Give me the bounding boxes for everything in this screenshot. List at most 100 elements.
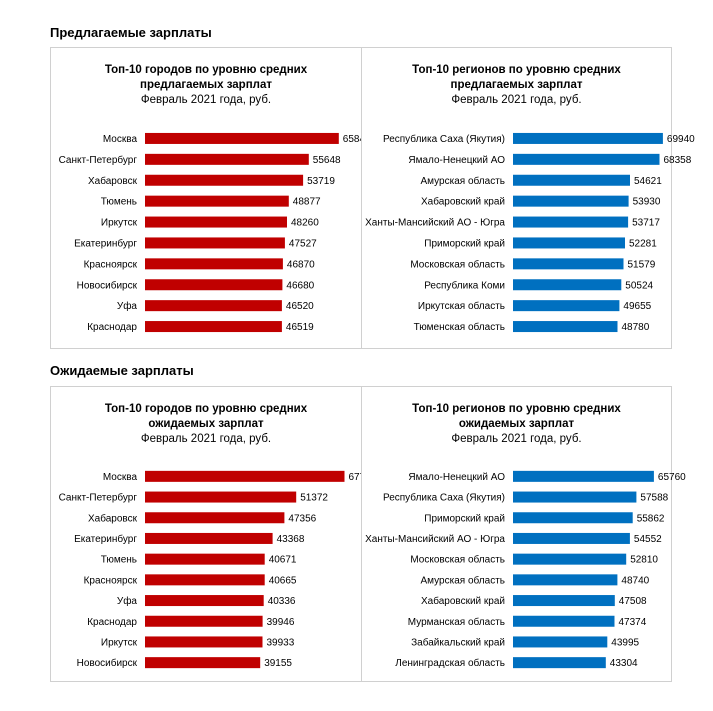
value-label: 68358 bbox=[664, 155, 692, 166]
bar bbox=[513, 532, 630, 544]
bar bbox=[145, 300, 282, 312]
category-label: Республика Саха (Якутия) bbox=[383, 492, 505, 504]
value-label: 51579 bbox=[628, 259, 656, 270]
bar bbox=[513, 321, 618, 333]
category-label: Москва bbox=[103, 472, 138, 483]
chart-title-line2: предлагаемых зарплат bbox=[450, 79, 583, 91]
value-label: 54621 bbox=[634, 176, 662, 187]
bar bbox=[513, 237, 625, 249]
category-label: Екатеринбург bbox=[74, 237, 137, 249]
value-label: 48740 bbox=[621, 575, 649, 586]
category-label: Московская область bbox=[410, 258, 505, 270]
category-label: Ямало-Ненецкий АО bbox=[408, 472, 505, 483]
bar bbox=[145, 195, 289, 207]
value-label: 40671 bbox=[269, 555, 297, 566]
category-label: Тюменская область bbox=[414, 321, 505, 333]
bar bbox=[145, 258, 283, 270]
value-label: 46519 bbox=[286, 322, 314, 333]
value-label: 49655 bbox=[623, 301, 651, 312]
value-label: 39933 bbox=[267, 637, 295, 648]
category-label: Республика Саха (Якутия) bbox=[383, 133, 505, 145]
category-label: Санкт-Петербург bbox=[59, 492, 138, 504]
category-label: Уфа bbox=[117, 300, 138, 312]
bar bbox=[145, 237, 285, 249]
bar bbox=[145, 470, 345, 482]
category-label: Приморский край bbox=[424, 238, 505, 249]
category-label: Красноярск bbox=[84, 575, 138, 586]
chart-subtitle: Февраль 2021 года, руб. bbox=[140, 94, 272, 106]
category-label: Новосибирск bbox=[77, 279, 138, 291]
value-label: 46870 bbox=[287, 259, 315, 270]
category-label: Санкт-Петербург bbox=[59, 154, 138, 166]
bar bbox=[145, 615, 263, 627]
category-label: Амурская область bbox=[421, 574, 505, 586]
value-label: 46680 bbox=[286, 280, 314, 291]
category-label: Ханты-Мансийский АО - Югра bbox=[365, 534, 505, 545]
value-label: 40665 bbox=[269, 575, 297, 586]
category-label: Ямало-Ненецкий АО bbox=[408, 155, 505, 166]
bar bbox=[145, 174, 304, 186]
value-label: 54552 bbox=[634, 534, 662, 545]
bar bbox=[513, 300, 620, 312]
section-title-offered: Предлагаемые зарплаты bbox=[50, 25, 212, 40]
chart-title-line1: Топ-10 регионов по уровню средних bbox=[412, 64, 621, 76]
bar bbox=[513, 615, 615, 627]
chart-title-line1: Топ-10 городов по уровню средних bbox=[104, 403, 308, 415]
bar bbox=[513, 657, 606, 669]
category-label: Республика Коми bbox=[424, 279, 505, 291]
category-label: Екатеринбург bbox=[74, 533, 137, 545]
value-label: 40336 bbox=[268, 596, 296, 607]
value-label: 69940 bbox=[667, 134, 695, 145]
category-label: Иркутская область bbox=[418, 300, 505, 312]
bar bbox=[513, 470, 654, 482]
bar bbox=[145, 595, 264, 607]
category-label: Ленинградская область bbox=[395, 657, 505, 669]
chart-panel-expected-regions: Топ-10 регионов по уровню средних ожидае… bbox=[361, 386, 686, 682]
chart-title-line2: ожидаемых зарплат bbox=[148, 418, 264, 430]
category-label: Уфа bbox=[117, 595, 138, 607]
value-label: 51372 bbox=[300, 493, 328, 504]
value-label: 53719 bbox=[307, 176, 335, 187]
category-label: Иркутск bbox=[101, 637, 138, 648]
category-label: Иркутск bbox=[101, 218, 138, 229]
category-label: Амурская область bbox=[421, 175, 505, 187]
value-label: 47527 bbox=[289, 238, 317, 249]
value-label: 39155 bbox=[264, 658, 292, 669]
chart-panel-offered-regions: Топ-10 регионов по уровню средних предла… bbox=[361, 47, 695, 349]
bar bbox=[513, 279, 622, 291]
bar bbox=[513, 195, 629, 207]
bar bbox=[145, 321, 282, 333]
chart-title-line1: Топ-10 регионов по уровню средних bbox=[412, 403, 621, 415]
value-label: 43995 bbox=[611, 637, 639, 648]
value-label: 48260 bbox=[291, 218, 319, 229]
chart-subtitle: Февраль 2021 года, руб. bbox=[451, 433, 582, 445]
value-label: 55862 bbox=[637, 513, 665, 524]
chart-title-line2: предлагаемых зарплат bbox=[140, 79, 272, 91]
category-label: Приморский край bbox=[424, 513, 505, 524]
bar bbox=[513, 491, 637, 503]
chart-subtitle: Февраль 2021 года, руб. bbox=[451, 94, 582, 106]
chart-title: Топ-10 регионов по уровню средних предла… bbox=[362, 63, 671, 108]
chart-panel-expected-cities: Топ-10 городов по уровню средних ожидаем… bbox=[50, 386, 377, 682]
value-label: 47374 bbox=[619, 617, 647, 628]
bar bbox=[513, 574, 618, 586]
bar bbox=[145, 512, 285, 524]
bar bbox=[145, 636, 263, 648]
chart-panel-offered-cities: Топ-10 городов по уровню средних предлаг… bbox=[50, 47, 371, 349]
category-label: Тюмень bbox=[101, 555, 137, 566]
category-label: Красноярск bbox=[84, 259, 138, 270]
value-label: 52281 bbox=[629, 238, 657, 249]
chart-title-line2: ожидаемых зарплат bbox=[458, 418, 575, 430]
chart-subtitle: Февраль 2021 года, руб. bbox=[140, 433, 272, 445]
bar bbox=[145, 216, 287, 228]
bar bbox=[513, 258, 624, 270]
category-label: Мурманская область bbox=[408, 616, 505, 628]
category-label: Хабаровский край bbox=[421, 196, 505, 208]
category-label: Хабаровск bbox=[88, 175, 138, 187]
value-label: 46520 bbox=[286, 301, 314, 312]
category-label: Забайкальский край bbox=[411, 636, 505, 648]
value-label: 65843 bbox=[343, 134, 371, 145]
bar bbox=[145, 491, 297, 503]
value-label: 39946 bbox=[267, 617, 295, 628]
value-label: 53717 bbox=[632, 218, 660, 229]
